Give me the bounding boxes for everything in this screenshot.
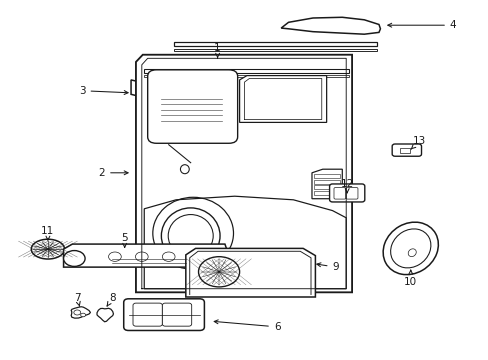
Polygon shape bbox=[281, 17, 380, 34]
FancyBboxPatch shape bbox=[133, 303, 162, 326]
Text: 10: 10 bbox=[404, 270, 416, 287]
Polygon shape bbox=[136, 55, 351, 292]
Text: 5: 5 bbox=[121, 233, 128, 247]
Text: 13: 13 bbox=[410, 136, 426, 149]
Polygon shape bbox=[71, 307, 90, 318]
Text: 6: 6 bbox=[214, 320, 280, 332]
Text: 4: 4 bbox=[387, 20, 456, 30]
Ellipse shape bbox=[383, 222, 437, 275]
Ellipse shape bbox=[390, 229, 430, 268]
Circle shape bbox=[198, 257, 239, 287]
Polygon shape bbox=[131, 80, 150, 97]
Ellipse shape bbox=[31, 239, 64, 259]
Circle shape bbox=[63, 251, 85, 266]
Ellipse shape bbox=[407, 249, 415, 257]
FancyBboxPatch shape bbox=[123, 299, 204, 330]
Text: 8: 8 bbox=[107, 293, 116, 306]
Polygon shape bbox=[144, 75, 348, 77]
Ellipse shape bbox=[168, 215, 213, 257]
Text: 7: 7 bbox=[74, 293, 81, 306]
Polygon shape bbox=[239, 76, 326, 122]
FancyBboxPatch shape bbox=[147, 70, 237, 143]
FancyBboxPatch shape bbox=[329, 184, 364, 202]
Polygon shape bbox=[63, 244, 228, 267]
Text: 11: 11 bbox=[41, 226, 55, 240]
Polygon shape bbox=[97, 308, 113, 322]
Polygon shape bbox=[144, 196, 346, 289]
Polygon shape bbox=[185, 248, 315, 297]
FancyBboxPatch shape bbox=[162, 303, 191, 326]
Circle shape bbox=[74, 310, 81, 315]
Polygon shape bbox=[311, 169, 342, 199]
Polygon shape bbox=[144, 69, 348, 73]
Ellipse shape bbox=[180, 165, 189, 174]
Ellipse shape bbox=[161, 208, 220, 264]
Ellipse shape bbox=[108, 252, 121, 261]
Ellipse shape bbox=[162, 252, 175, 261]
Polygon shape bbox=[173, 42, 376, 46]
Polygon shape bbox=[173, 49, 376, 51]
FancyBboxPatch shape bbox=[391, 144, 421, 156]
Text: 2: 2 bbox=[98, 168, 128, 178]
Text: 12: 12 bbox=[340, 179, 353, 193]
Ellipse shape bbox=[135, 252, 148, 261]
Text: 9: 9 bbox=[316, 262, 339, 272]
Text: 3: 3 bbox=[79, 86, 128, 96]
Circle shape bbox=[81, 313, 85, 317]
Text: 1: 1 bbox=[214, 42, 221, 58]
